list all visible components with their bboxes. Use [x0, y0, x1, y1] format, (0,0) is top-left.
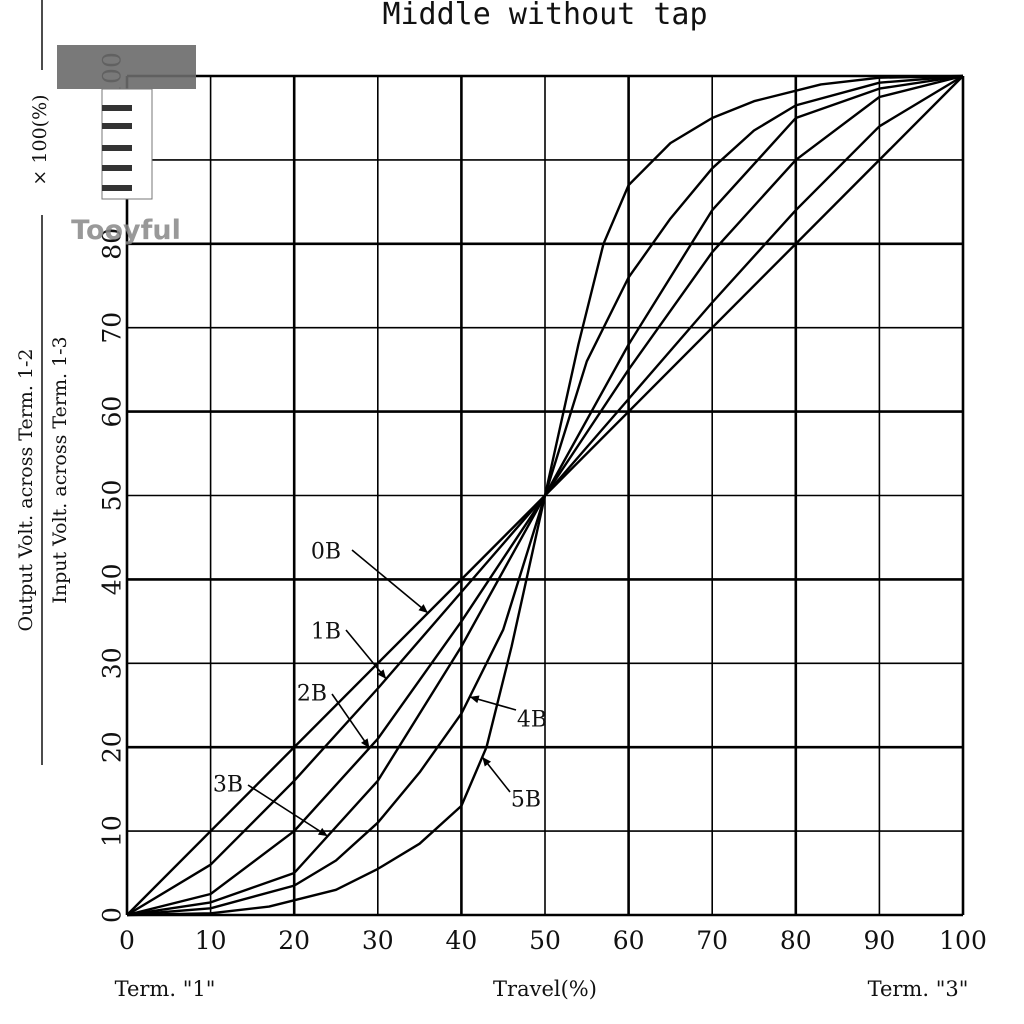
x-tick-label: 60	[613, 926, 645, 955]
watermark-text: Tooyful	[71, 215, 181, 246]
x-tick-label: 50	[529, 926, 561, 955]
y-label-denominator: Input Volt. across Term. 1-3	[49, 336, 71, 603]
y-tick-label: 0	[98, 907, 127, 923]
y-tick-label: 70	[98, 312, 127, 344]
y-label-numerator: Output Volt. across Term. 1-2	[15, 349, 37, 632]
x-tick-label: 40	[445, 926, 477, 955]
annotation-label-4b: 4B	[517, 708, 547, 733]
annotation-label-3b: 3B	[213, 773, 243, 798]
x-right-label: Term. "3"	[868, 977, 969, 1001]
annotation-label-1b: 1B	[311, 620, 341, 645]
annotation-label-2b: 2B	[297, 682, 327, 707]
x-tick-label: 10	[195, 926, 227, 955]
x-tick-label: 80	[780, 926, 812, 955]
annotation-pointer-3b	[247, 784, 329, 837]
y-tick-label: 50	[98, 480, 127, 512]
annotation-label-5b: 5B	[511, 788, 541, 813]
series-group	[126, 74, 964, 917]
y-tick-label: 30	[98, 647, 127, 679]
annotation-arrowhead-0b	[418, 604, 428, 613]
watermark-logo: Tooyful	[57, 45, 196, 246]
annotations: 0B 1B 2B 3B 4B 5B	[213, 540, 547, 837]
x-tick-label: 90	[863, 926, 895, 955]
tick-labels: 0102030405060708090100010203040506070809…	[98, 52, 987, 955]
x-tick-label: 0	[119, 926, 135, 955]
y-tick-label: 10	[98, 815, 127, 847]
annotation-arrowhead-1b	[377, 669, 387, 679]
x-tick-label: 70	[696, 926, 728, 955]
annotation-pointer-0b	[351, 549, 429, 614]
y-tick-label: 60	[98, 396, 127, 428]
x-tick-label: 30	[362, 926, 394, 955]
y-axis-label: Output Volt. across Term. 1-2 Input Volt…	[15, 0, 71, 765]
x-tick-label: 100	[939, 926, 987, 955]
y-tick-label: 20	[98, 731, 127, 763]
annotation-label-0b: 0B	[311, 540, 341, 565]
annotation-pointer-1b	[345, 629, 387, 680]
y-tick-label: 40	[98, 563, 127, 595]
annotation-arrowhead-5b	[482, 756, 492, 767]
y-tick-label: 80	[98, 228, 127, 260]
x-tick-label: 20	[278, 926, 310, 955]
series-line-5b	[126, 74, 964, 917]
annotation-arrowhead-3b	[317, 827, 328, 837]
y-label-suffix: × 100(%)	[29, 94, 51, 185]
annotation-pointer-2b	[331, 693, 371, 749]
grid	[125, 74, 965, 917]
x-left-label: Term. "1"	[115, 977, 216, 1001]
annotation-arrowhead-4b	[469, 695, 480, 704]
chart-title: Middle without tap	[382, 0, 707, 32]
annotation-arrowhead-2b	[361, 738, 370, 749]
x-axis-label: Travel(%)	[493, 977, 597, 1001]
